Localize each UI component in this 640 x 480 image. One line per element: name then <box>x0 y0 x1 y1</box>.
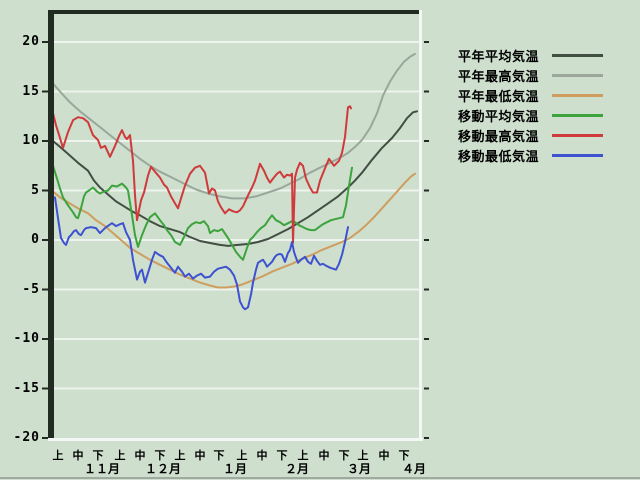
legend-line-swatch <box>552 94 603 97</box>
legend-label: 移動平均気温 <box>458 110 540 125</box>
x-axis-tick-label: 下 <box>154 449 166 462</box>
y-axis-label: 20 <box>22 34 40 49</box>
legend-label: 平年最低気温 <box>458 90 540 105</box>
x-axis-tick-label: 下 <box>338 449 350 462</box>
y-axis-label: -20 <box>13 430 40 445</box>
x-axis-tick-label: 中 <box>134 449 146 462</box>
x-axis-tick-label: 下 <box>92 449 104 462</box>
y-axis-label: -10 <box>13 331 40 346</box>
x-axis-tick-label: 上 <box>114 449 126 462</box>
series-line-1 <box>52 52 416 200</box>
series-line-4 <box>52 105 352 244</box>
series-line-3 <box>52 164 353 261</box>
y-axis-label: 5 <box>31 182 40 198</box>
legend-label: 移動最高気温 <box>458 130 540 145</box>
legend-label: 移動最低気温 <box>458 150 540 165</box>
y-axis-label: -5 <box>22 281 40 297</box>
legend-line-swatch <box>552 154 603 157</box>
x-axis-tick-label: 上 <box>52 449 64 462</box>
x-axis-tick-label: 中 <box>256 449 268 462</box>
plot-border-bottom <box>48 438 423 441</box>
y-axis-label: 10 <box>22 133 40 148</box>
window-bottom-divider <box>0 477 640 479</box>
x-axis-month-label: １２月 <box>145 462 182 476</box>
x-axis-tick-label: 下 <box>213 449 225 462</box>
x-axis-tick-label: 下 <box>276 449 288 462</box>
y-axis-label: 0 <box>31 232 40 247</box>
legend-label: 平年平均気温 <box>458 50 540 65</box>
x-axis-month-label: １月 <box>223 462 248 476</box>
plot-border-top <box>48 10 421 14</box>
legend-line-swatch <box>552 54 603 57</box>
plot-border-right <box>419 10 422 441</box>
x-axis-tick-label: 上 <box>357 449 369 462</box>
series-line-5 <box>54 196 349 311</box>
legend-label: 平年最高気温 <box>458 70 540 85</box>
y-axis-label: -15 <box>13 380 40 396</box>
plot-border-left <box>48 10 54 441</box>
x-axis-tick-label: 中 <box>194 449 206 462</box>
x-axis-tick-label: 上 <box>297 449 309 462</box>
y-axis-label: 15 <box>22 83 40 99</box>
x-axis-tick-label: 中 <box>72 449 84 462</box>
legend-line-swatch <box>552 134 603 137</box>
legend-line-swatch <box>552 114 603 117</box>
x-axis-tick-label: 上 <box>236 449 248 462</box>
x-axis-month-label: ４月 <box>402 462 427 476</box>
x-axis-tick-label: 下 <box>398 449 410 462</box>
x-axis-month-label: ３月 <box>347 462 372 476</box>
x-axis-tick-label: 中 <box>318 449 330 462</box>
x-axis-tick-label: 上 <box>174 449 186 462</box>
x-axis-month-label: １１月 <box>84 462 121 476</box>
x-axis-month-label: ２月 <box>285 462 310 476</box>
legend-line-swatch <box>552 74 603 77</box>
x-axis-tick-label: 中 <box>378 449 390 462</box>
